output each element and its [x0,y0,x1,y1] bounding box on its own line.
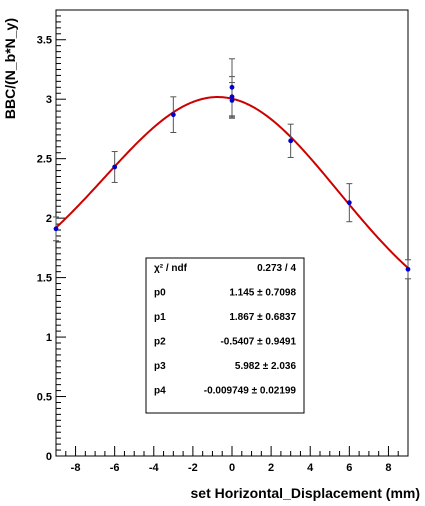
data-point [112,164,118,170]
y-tick-label: 0.5 [37,392,52,404]
x-tick-label: -4 [149,462,160,474]
y-tick-label: 2 [46,213,52,225]
data-point [229,84,235,90]
data-point [288,138,294,144]
data-point [229,97,235,103]
data-point [346,200,352,206]
stats-row-value: 1.145 ± 0.7098 [229,288,296,299]
y-tick-label: 3 [46,94,52,106]
stats-row-value: -0.009749 ± 0.02199 [204,386,297,397]
y-tick-label: 2.5 [37,154,52,166]
y-tick-label: 1 [46,332,52,344]
y-axis-title: BBC/(N_b*N_y) [2,18,18,119]
stats-row-value: 0.273 / 4 [257,263,296,274]
y-tick-label: 3.5 [37,35,52,47]
stats-rows: χ² / ndf 0.273 / 4 p0 1.145 ± 0.7098 p1 1.867… [154,263,296,397]
stats-row-value: 1.867 ± 0.6837 [229,312,296,323]
data-point [53,226,59,232]
y-tick-label: 1.5 [37,273,52,285]
stats-row-label: p1 [154,312,166,323]
y-tick-labels: 0 0.5 1 1.5 2 2.5 3 3.5 [37,35,52,463]
stats-row-value: -0.5407 ± 0.9491 [220,337,296,348]
stats-row-label: p0 [154,288,166,299]
x-tick-labels: -8 -6 -4 -2 0 2 4 6 8 [71,462,392,474]
stats-row-value: 5.982 ± 2.036 [235,361,297,372]
x-tick-label: 4 [307,462,314,474]
x-tick-label: -6 [110,462,120,474]
fit-curve [55,96,409,269]
x-tick-label: -8 [71,462,81,474]
stats-box: χ² / ndf 0.273 / 4 p0 1.145 ± 0.7098 p1 1.867… [145,257,305,414]
axis-ticks [55,9,409,457]
data-point [405,266,411,272]
stats-row-label: p2 [154,337,166,348]
x-tick-label: 8 [385,462,391,474]
stats-row-label: p4 [154,386,166,397]
error-bars [53,58,411,280]
data-point [170,112,176,118]
x-tick-label: 2 [268,462,274,474]
stats-row-label: p3 [154,361,166,372]
data-points [53,84,411,272]
x-tick-label: -2 [188,462,198,474]
stats-row-label: χ² / ndf [154,263,188,274]
y-tick-label: 0 [46,451,52,463]
stats-box-frame [145,257,305,414]
x-axis-title: set Horizontal_Displacement (mm) [191,485,421,501]
x-tick-label: 6 [346,462,352,474]
data-point [229,94,235,100]
x-tick-label: 0 [229,462,235,474]
